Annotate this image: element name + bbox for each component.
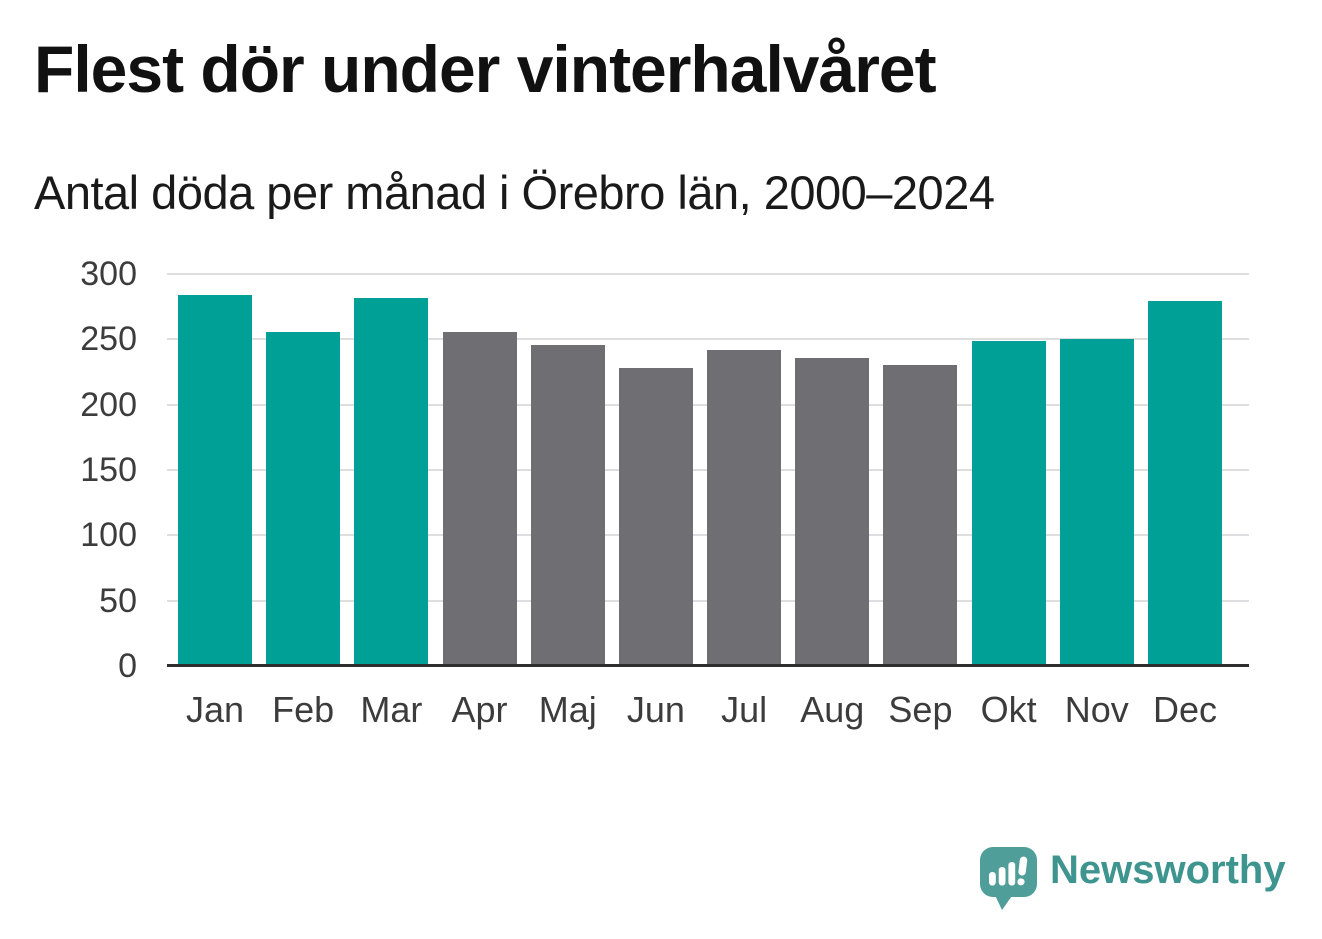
bar-dec bbox=[1147, 301, 1222, 666]
bar-apr bbox=[442, 331, 517, 666]
x-label-apr: Apr bbox=[451, 689, 508, 730]
chart-subtitle: Antal döda per månad i Örebro län, 2000–… bbox=[34, 166, 995, 219]
bar-maj bbox=[530, 344, 605, 666]
bar-feb bbox=[266, 331, 341, 666]
newsworthy-speech-bubble-chart-icon bbox=[980, 847, 1037, 910]
bar-okt bbox=[971, 340, 1046, 666]
x-label-sep: Sep bbox=[888, 689, 953, 730]
x-label-nov: Nov bbox=[1064, 689, 1129, 730]
bar-jul bbox=[707, 349, 782, 666]
y-tick-label-100: 100 bbox=[80, 516, 137, 555]
x-label-jan: Jan bbox=[185, 689, 245, 730]
gridline-250 bbox=[167, 338, 1249, 341]
bar-jan bbox=[178, 294, 252, 666]
bar-jun bbox=[618, 368, 693, 666]
newsworthy-logo-text: Newsworthy bbox=[1050, 848, 1286, 892]
bar-nov bbox=[1059, 339, 1134, 666]
y-tick-label-0: 0 bbox=[118, 647, 137, 685]
bar-aug bbox=[795, 357, 870, 666]
x-label-feb: Feb bbox=[272, 689, 335, 730]
bar-mar bbox=[354, 297, 429, 666]
y-tick-label-50: 50 bbox=[99, 581, 137, 620]
x-label-maj: Maj bbox=[538, 689, 597, 730]
x-label-jul: Jul bbox=[721, 689, 768, 730]
x-label-jun: Jun bbox=[626, 689, 685, 730]
x-axis-line bbox=[167, 664, 1249, 667]
gridline-300 bbox=[167, 273, 1249, 275]
y-tick-label-300: 300 bbox=[80, 255, 137, 293]
y-tick-label-150: 150 bbox=[80, 451, 137, 489]
plot-area bbox=[167, 273, 1249, 667]
y-tick-label-200: 200 bbox=[80, 385, 137, 424]
x-label-mar: Mar bbox=[360, 689, 423, 730]
chart-title: Flest dör under vinterhalvåret bbox=[34, 32, 937, 106]
bar-sep bbox=[883, 365, 958, 666]
x-label-okt: Okt bbox=[980, 689, 1037, 730]
x-label-aug: Aug bbox=[800, 689, 865, 730]
y-tick-label-250: 250 bbox=[80, 320, 137, 359]
x-label-dec: Dec bbox=[1152, 689, 1217, 730]
